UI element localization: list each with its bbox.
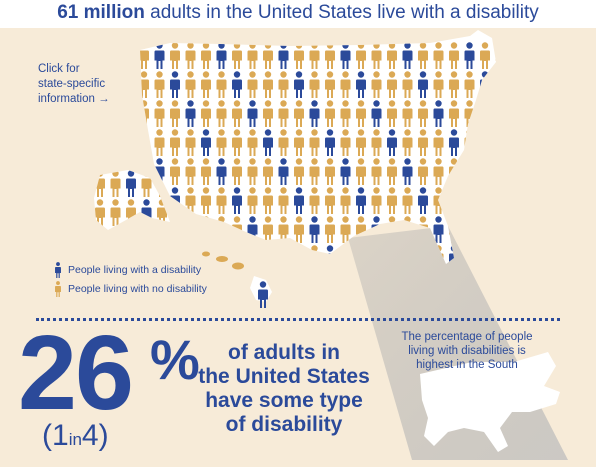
person-icon bbox=[495, 187, 496, 214]
hawaii-shape[interactable] bbox=[202, 251, 272, 309]
person-icon bbox=[495, 245, 496, 264]
headline-bold: 61 million bbox=[57, 2, 145, 23]
person-icon bbox=[495, 71, 496, 98]
person-icon bbox=[173, 228, 183, 255]
person-icon bbox=[480, 100, 490, 127]
person-icon bbox=[480, 245, 490, 264]
person-icon bbox=[464, 216, 475, 243]
headline-rest: adults in the United States live with a … bbox=[150, 2, 539, 23]
header-band bbox=[0, 0, 596, 28]
person-icon bbox=[480, 187, 490, 214]
person-icon bbox=[157, 228, 167, 230]
person-icon bbox=[294, 245, 304, 264]
stat-ratio: (1in4) bbox=[42, 419, 109, 452]
person-icon bbox=[140, 216, 149, 243]
legend: People living with a disability People l… bbox=[52, 262, 207, 300]
person-icon bbox=[480, 216, 490, 243]
person-icon bbox=[263, 245, 273, 264]
south-region-map[interactable] bbox=[420, 352, 560, 452]
person-icon bbox=[495, 42, 496, 69]
person-icon bbox=[170, 216, 180, 243]
person-icon bbox=[464, 158, 475, 185]
legend-with-disability: People living with a disability bbox=[52, 262, 207, 278]
stat-percent-sign: % bbox=[150, 328, 200, 391]
person-icon bbox=[110, 228, 121, 230]
person-icon bbox=[495, 100, 496, 127]
person-icon bbox=[480, 158, 490, 185]
page-title: 61 million adults in the United States l… bbox=[0, 2, 596, 24]
person-icon bbox=[126, 228, 136, 230]
person-icon bbox=[201, 216, 211, 243]
person-blue-icon bbox=[55, 262, 61, 278]
person-icon bbox=[247, 245, 258, 264]
person-icon bbox=[185, 216, 196, 243]
legend-without-disability: People living with no disability bbox=[52, 281, 207, 297]
person-icon bbox=[140, 129, 149, 156]
person-icon bbox=[449, 187, 459, 214]
stat-number: 26 bbox=[18, 314, 134, 432]
person-icon bbox=[141, 228, 152, 230]
dotted-divider bbox=[36, 318, 560, 321]
click-instruction[interactable]: Click for state-specific information → bbox=[38, 63, 110, 105]
person-icon bbox=[480, 129, 490, 156]
south-note: The percentage of people living with dis… bbox=[401, 331, 533, 371]
person-icon bbox=[495, 129, 496, 156]
person-icon bbox=[340, 245, 351, 264]
stat-description: of adults in the United States have some… bbox=[198, 341, 370, 436]
person-icon bbox=[495, 216, 496, 243]
person-icon bbox=[278, 245, 289, 264]
person-icon bbox=[95, 228, 105, 230]
person-icon bbox=[464, 187, 475, 214]
person-icon bbox=[495, 158, 496, 185]
person-gold-icon bbox=[55, 281, 61, 297]
